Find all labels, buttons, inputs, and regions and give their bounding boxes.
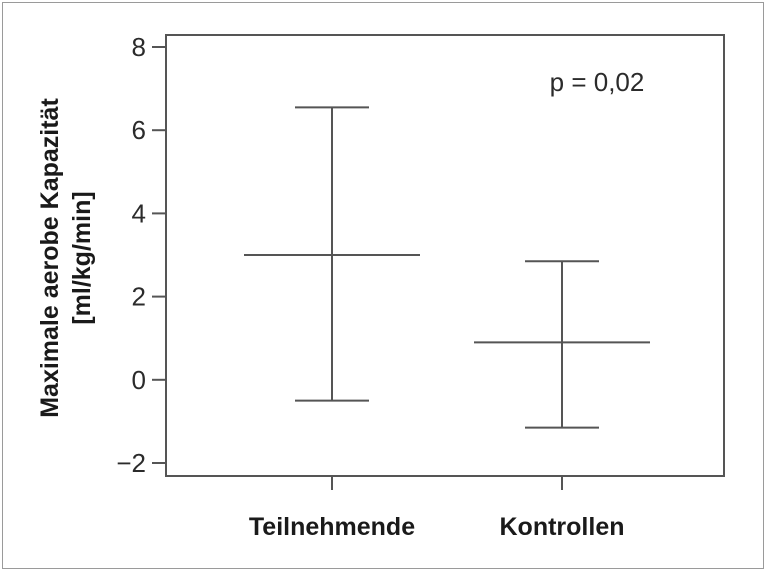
x-axis-ticks: Teilnehmende Kontrollen bbox=[249, 476, 625, 541]
error-bars bbox=[244, 106, 650, 429]
y-tick-label: 8 bbox=[132, 32, 146, 62]
y-tick-label: 4 bbox=[132, 198, 146, 228]
p-value-annotation: p = 0,02 bbox=[550, 67, 645, 97]
error-bar-group bbox=[244, 106, 420, 402]
y-tick-label: 0 bbox=[132, 365, 146, 395]
y-axis-ticks: −2 0 2 4 6 8 bbox=[116, 32, 166, 478]
y-tick-label: 2 bbox=[132, 282, 146, 312]
x-category-label: Teilnehmende bbox=[249, 513, 415, 541]
y-tick-label: −2 bbox=[116, 448, 146, 478]
error-bar-group bbox=[474, 260, 650, 429]
y-axis-label-line1: Maximale aerobe Kapazität bbox=[36, 98, 64, 418]
plot-area bbox=[165, 34, 725, 477]
y-tick-label: 6 bbox=[132, 115, 146, 145]
y-axis-label-line2: [ml/kg/min] bbox=[68, 191, 96, 324]
x-category-label: Kontrollen bbox=[500, 513, 625, 541]
